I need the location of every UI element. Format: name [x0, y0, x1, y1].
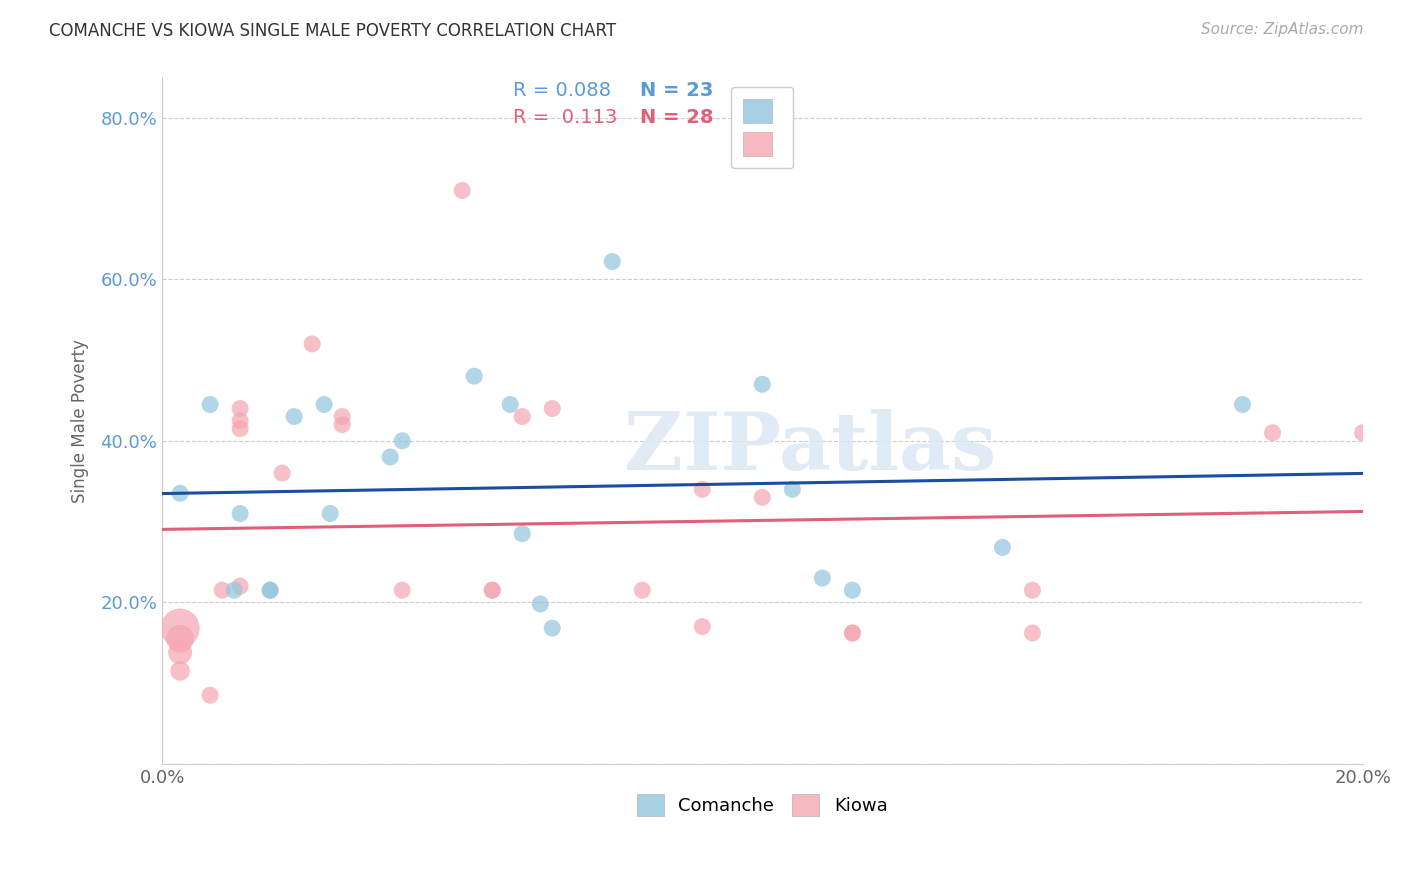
Point: [1232, 397, 1254, 411]
Point: [229, 401, 252, 416]
Point: [751, 491, 773, 505]
Point: [541, 621, 564, 635]
Point: [211, 583, 233, 598]
Point: [229, 414, 252, 428]
Legend: Comanche, Kiowa: Comanche, Kiowa: [630, 787, 894, 823]
Point: [283, 409, 305, 424]
Point: [1261, 425, 1284, 440]
Point: [600, 254, 623, 268]
Point: [169, 621, 191, 635]
Point: [224, 583, 246, 598]
Point: [782, 483, 804, 497]
Point: [229, 579, 252, 593]
Text: COMANCHE VS KIOWA SINGLE MALE POVERTY CORRELATION CHART: COMANCHE VS KIOWA SINGLE MALE POVERTY CO…: [49, 22, 616, 40]
Point: [271, 466, 294, 480]
Point: [631, 583, 654, 598]
Point: [481, 583, 503, 598]
Point: [330, 409, 353, 424]
Point: [229, 507, 252, 521]
Point: [841, 626, 863, 640]
Point: [991, 541, 1014, 555]
Text: ZIPatlas: ZIPatlas: [624, 409, 997, 487]
Point: [1021, 626, 1043, 640]
Point: [692, 619, 714, 633]
Point: [330, 417, 353, 432]
Point: [259, 583, 281, 598]
Y-axis label: Single Male Poverty: Single Male Poverty: [72, 339, 89, 502]
Point: [811, 571, 834, 585]
Point: [391, 583, 413, 598]
Point: [463, 369, 485, 384]
Point: [229, 422, 252, 436]
Text: R = 0.088: R = 0.088: [513, 81, 612, 101]
Point: [1021, 583, 1043, 598]
Point: [169, 632, 191, 646]
Point: [169, 664, 191, 678]
Text: Source: ZipAtlas.com: Source: ZipAtlas.com: [1201, 22, 1364, 37]
Text: R =  0.113: R = 0.113: [513, 108, 617, 128]
Point: [481, 583, 503, 598]
Point: [510, 526, 533, 541]
Point: [510, 409, 533, 424]
Point: [391, 434, 413, 448]
Point: [692, 483, 714, 497]
Text: N = 28: N = 28: [640, 108, 713, 128]
Point: [451, 184, 474, 198]
Point: [198, 688, 221, 702]
Point: [259, 583, 281, 598]
Point: [529, 597, 551, 611]
Point: [314, 397, 336, 411]
Point: [541, 401, 564, 416]
Point: [198, 397, 221, 411]
Point: [751, 377, 773, 392]
Point: [841, 626, 863, 640]
Point: [169, 645, 191, 659]
Point: [499, 397, 522, 411]
Point: [380, 450, 402, 464]
Point: [169, 486, 191, 500]
Point: [319, 507, 342, 521]
Point: [301, 337, 323, 351]
Point: [1351, 425, 1374, 440]
Text: N = 23: N = 23: [640, 81, 713, 101]
Point: [841, 583, 863, 598]
